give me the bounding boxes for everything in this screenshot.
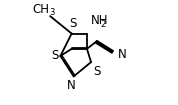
Text: 3: 3 bbox=[49, 8, 54, 17]
Text: NH: NH bbox=[91, 14, 109, 27]
Text: S: S bbox=[69, 17, 76, 30]
Text: S: S bbox=[93, 65, 100, 78]
Text: S: S bbox=[52, 49, 59, 62]
Text: 2: 2 bbox=[101, 20, 106, 29]
Text: N: N bbox=[67, 79, 75, 93]
Text: N: N bbox=[118, 49, 126, 61]
Text: CH: CH bbox=[33, 3, 50, 16]
